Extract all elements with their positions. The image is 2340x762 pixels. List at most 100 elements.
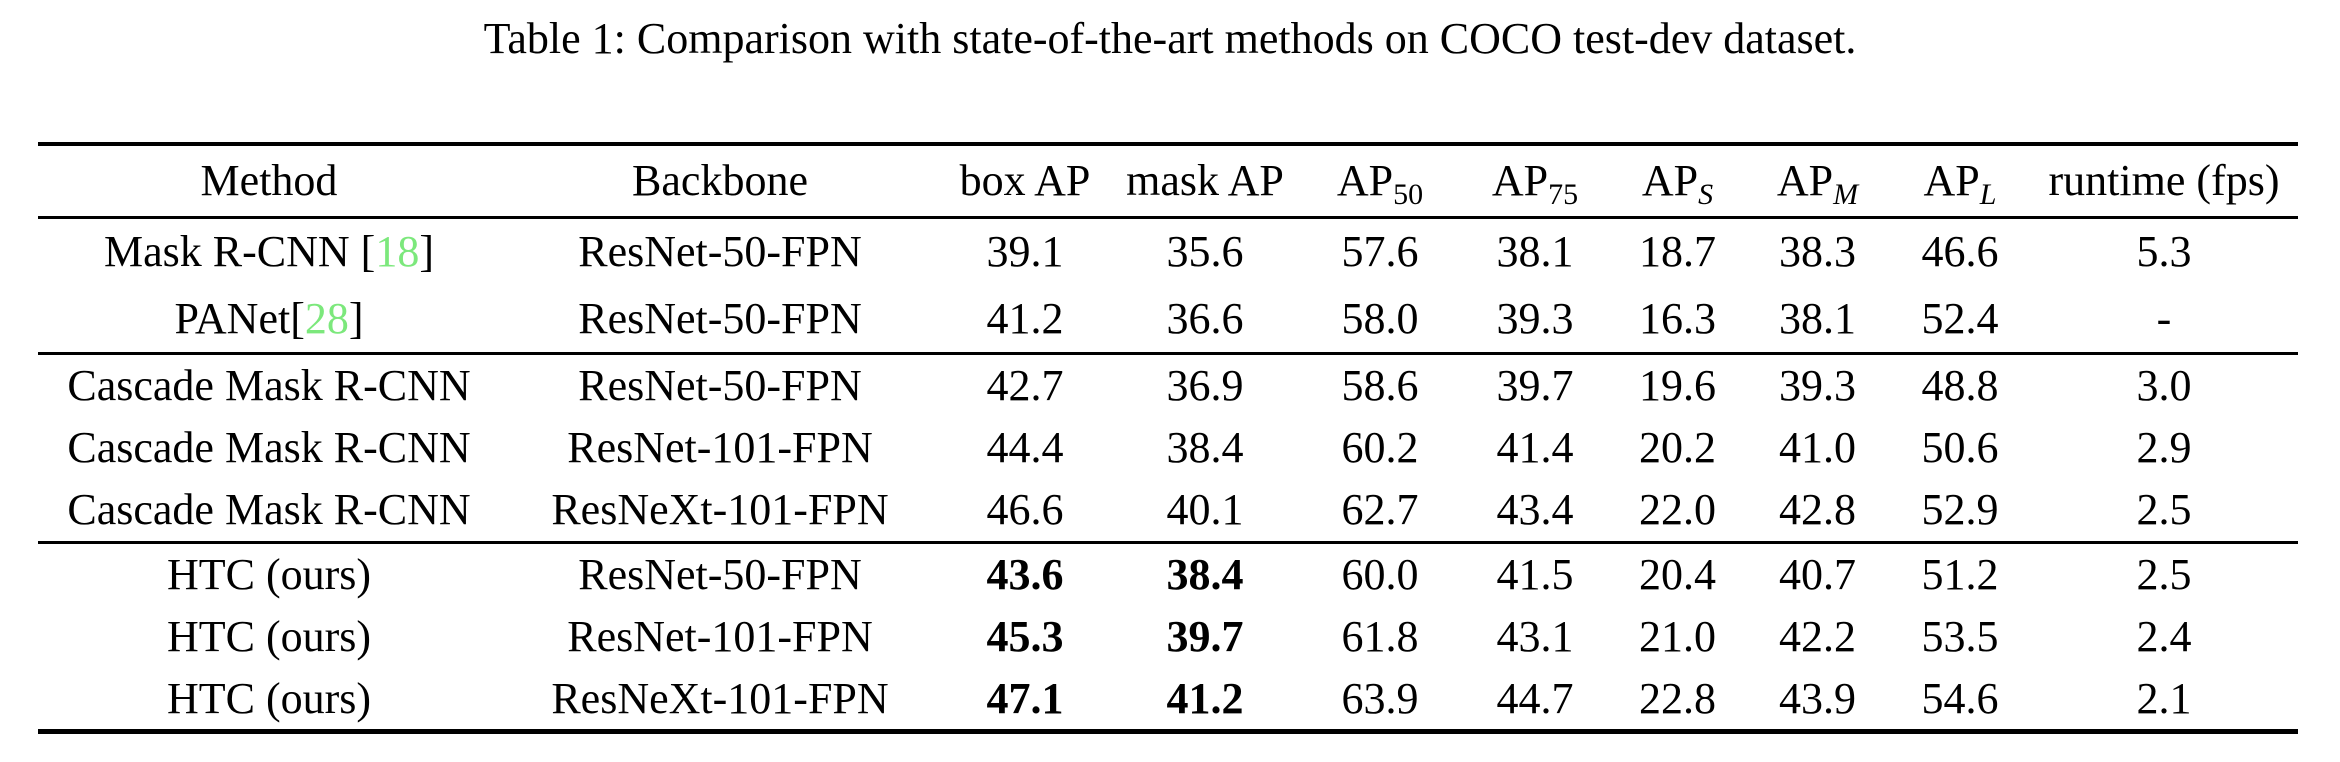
column-header-subscript: S <box>1698 178 1714 212</box>
column-header-9: runtime (fps) <box>2048 156 2280 206</box>
column-header-0: Method <box>200 156 338 206</box>
value-cell: 18.7 <box>1639 227 1716 277</box>
backbone-cell: ResNet-50-FPN <box>578 293 862 343</box>
method-cell: Cascade Mask R-CNN <box>67 423 471 472</box>
value-cell: 5.3 <box>2136 227 2192 277</box>
value-cell: 43.1 <box>1496 612 1574 661</box>
value-cell: 42.7 <box>986 360 1064 410</box>
value-cell: 60.2 <box>1341 423 1419 472</box>
value-cell: 38.3 <box>1779 227 1856 277</box>
column-header-subscript: L <box>1979 178 1997 212</box>
method-cell: HTC (ours) <box>166 673 372 723</box>
value-cell: 41.2 <box>1166 673 1244 723</box>
value-cell: 42.8 <box>1779 485 1856 535</box>
value-cell: 43.9 <box>1779 673 1856 723</box>
value-cell: 38.4 <box>1166 549 1244 599</box>
value-cell: 52.9 <box>1921 485 1999 535</box>
value-cell: 22.0 <box>1639 485 1716 535</box>
method-cell: PANet[28] <box>174 293 364 343</box>
table-group-0: Mask R-CNN [18] ResNet-50-FPN 39.1 35.6 57.6… <box>38 217 2298 353</box>
table-row: PANet[28] ResNet-50-FPN 41.2 36.6 58.0 39.3 16… <box>38 285 2298 353</box>
table-header: Method Backbone box AP mask AP AP50 AP75 APS AP… <box>38 144 2298 217</box>
backbone-cell: ResNet-50-FPN <box>578 360 862 410</box>
value-cell: 39.7 <box>1166 612 1244 661</box>
value-cell: 46.6 <box>986 485 1064 535</box>
table-row: HTC (ours) ResNet-101-FPN 45.3 39.7 61.8 43.1… <box>38 605 2298 668</box>
value-cell: 53.5 <box>1921 612 1999 661</box>
value-cell: 58.6 <box>1341 360 1419 410</box>
value-cell: 38.1 <box>1779 293 1856 343</box>
backbone-cell: ResNeXt-101-FPN <box>551 673 889 723</box>
method-cell: Cascade Mask R-CNN <box>67 485 471 535</box>
method-cell: Cascade Mask R-CNN <box>67 360 471 410</box>
column-header-2: box AP <box>959 156 1091 206</box>
value-cell: 44.7 <box>1496 673 1574 723</box>
value-cell: 16.3 <box>1639 293 1716 343</box>
value-cell: 39.7 <box>1496 360 1574 410</box>
value-cell: 54.6 <box>1921 673 1999 723</box>
column-header-1: Backbone <box>632 156 808 206</box>
citation-link[interactable]: 28 <box>304 293 349 343</box>
value-cell: 60.0 <box>1341 549 1419 599</box>
column-header-7: APM <box>1776 156 1859 212</box>
method-cell: HTC (ours) <box>166 612 372 661</box>
value-cell: 41.0 <box>1779 423 1856 472</box>
value-cell: 20.2 <box>1639 423 1716 472</box>
value-cell: 38.4 <box>1166 423 1244 472</box>
value-cell: 19.6 <box>1639 360 1716 410</box>
value-cell: 41.2 <box>986 293 1064 343</box>
backbone-cell: ResNet-101-FPN <box>567 423 873 472</box>
value-cell: 2.1 <box>2136 673 2192 723</box>
citation-link[interactable]: 18 <box>375 227 420 277</box>
value-cell: 39.1 <box>986 227 1064 277</box>
value-cell: 43.4 <box>1496 485 1574 535</box>
value-cell: 20.4 <box>1639 549 1716 599</box>
table-group-2: HTC (ours) ResNet-50-FPN 43.6 38.4 60.0 41.5 2… <box>38 542 2298 731</box>
value-cell: 47.1 <box>986 673 1064 723</box>
header-row: Method Backbone box AP mask AP AP50 AP75 APS AP… <box>38 144 2298 217</box>
value-cell: 62.7 <box>1341 485 1419 535</box>
value-cell: 63.9 <box>1341 673 1419 723</box>
method-cell: HTC (ours) <box>166 549 372 599</box>
value-cell: 48.8 <box>1921 360 1999 410</box>
table-row: Cascade Mask R-CNN ResNet-101-FPN 44.4 38.4… <box>38 416 2298 479</box>
value-cell: 42.2 <box>1779 612 1856 661</box>
column-header-subscript: 75 <box>1548 178 1579 212</box>
value-cell: 36.6 <box>1166 293 1244 343</box>
value-cell: 61.8 <box>1341 612 1419 661</box>
value-cell: 21.0 <box>1639 612 1716 661</box>
value-cell: - <box>2156 293 2172 343</box>
value-cell: 51.2 <box>1921 549 1999 599</box>
value-cell: 39.3 <box>1496 293 1574 343</box>
value-cell: 46.6 <box>1921 227 1999 277</box>
results-table: Method Backbone box AP mask AP AP50 AP75 APS AP… <box>38 142 2298 734</box>
value-cell: 36.9 <box>1166 360 1244 410</box>
column-header-subscript: 50 <box>1393 178 1424 212</box>
value-cell: 2.5 <box>2136 485 2192 535</box>
value-cell: 52.4 <box>1921 293 1999 343</box>
table-group-1: Cascade Mask R-CNN ResNet-50-FPN 42.7 36.9 5… <box>38 353 2298 542</box>
value-cell: 57.6 <box>1341 227 1419 277</box>
value-cell: 45.3 <box>986 612 1064 661</box>
method-cell: Mask R-CNN [18] <box>104 227 434 277</box>
value-cell: 41.4 <box>1496 423 1574 472</box>
value-cell: 2.9 <box>2136 423 2192 472</box>
column-header-4: AP50 <box>1336 156 1424 212</box>
table-row: Cascade Mask R-CNN ResNeXt-101-FPN 46.6 40.… <box>38 479 2298 542</box>
table-caption: Table 1: Comparison with state-of-the-ar… <box>483 14 1857 63</box>
table-row: Cascade Mask R-CNN ResNet-50-FPN 42.7 36.9 5… <box>38 353 2298 416</box>
value-cell: 41.5 <box>1496 549 1574 599</box>
table-row: HTC (ours) ResNet-50-FPN 43.6 38.4 60.0 41.5 2… <box>38 542 2298 605</box>
value-cell: 3.0 <box>2136 360 2192 410</box>
column-header-5: AP75 <box>1491 156 1579 212</box>
table-row: Mask R-CNN [18] ResNet-50-FPN 39.1 35.6 57.6… <box>38 217 2298 285</box>
backbone-cell: ResNet-50-FPN <box>578 549 862 599</box>
value-cell: 22.8 <box>1639 673 1716 723</box>
value-cell: 43.6 <box>986 549 1064 599</box>
backbone-cell: ResNet-50-FPN <box>578 227 862 277</box>
value-cell: 35.6 <box>1166 227 1244 277</box>
table-row: HTC (ours) ResNeXt-101-FPN 47.1 41.2 63.9 44.… <box>38 668 2298 731</box>
value-cell: 2.4 <box>2136 612 2192 661</box>
column-header-3: mask AP <box>1126 156 1284 206</box>
backbone-cell: ResNeXt-101-FPN <box>551 485 889 535</box>
